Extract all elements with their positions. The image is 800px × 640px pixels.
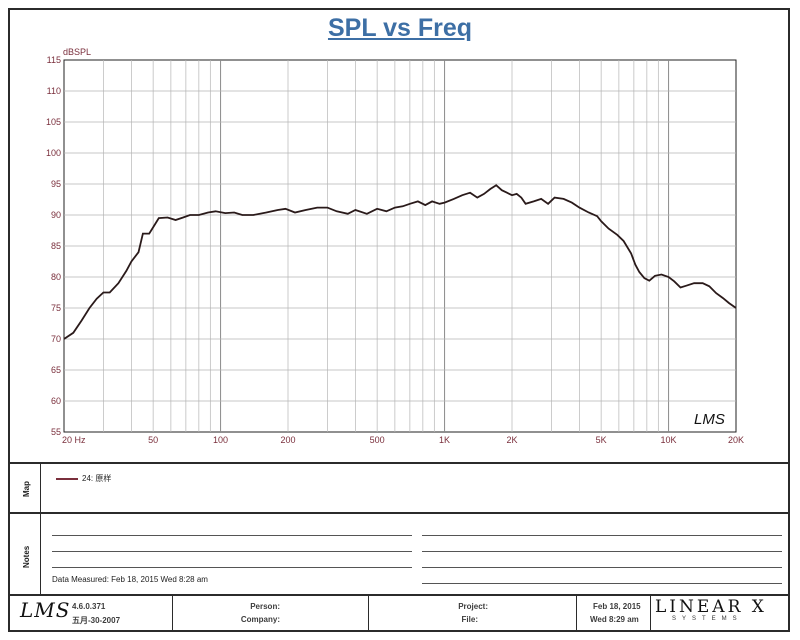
company-label: Company: [240, 615, 280, 624]
x-tick-label: 1K [439, 435, 450, 445]
x-tick-label: 5K [596, 435, 607, 445]
x-tick-label: 10K [661, 435, 677, 445]
spl-chart: 115 110 105 100 95 90 85 80 75 70 65 60 55 20 Hz 50 10… [46, 47, 744, 445]
lms-watermark: LMS [694, 411, 725, 428]
y-tick-label: 115 [47, 55, 61, 65]
chart-title: SPL vs Freq [327, 14, 473, 42]
note-line [52, 567, 412, 568]
x-tick-label: 500 [370, 435, 385, 445]
linearx-logo: LINEAR X [655, 597, 767, 617]
map-panel-rule [40, 464, 41, 512]
footer-time: Wed 8:29 am [590, 615, 639, 624]
build-date: 五月-30-2007 [72, 616, 121, 625]
divider-footer-top [8, 594, 790, 596]
notes-label: Notes [22, 545, 31, 568]
y-tick-label: 60 [51, 396, 61, 406]
project-label: Project: [458, 602, 488, 611]
y-tick-label: 70 [51, 334, 61, 344]
y-tick-label: 105 [46, 117, 61, 127]
footer-separator [172, 596, 173, 632]
y-tick-labels: 115 110 105 100 95 90 85 80 75 70 65 60 55 [46, 55, 61, 437]
y-tick-label: 95 [51, 179, 61, 189]
footer-separator [576, 596, 577, 632]
y-tick-label: 90 [51, 210, 61, 220]
note-line [52, 535, 412, 536]
note-line [422, 551, 782, 552]
x-tick-label: 20 Hz [62, 435, 86, 445]
legend-swatch [56, 478, 78, 480]
x-tick-labels: 20 Hz 50 100 200 500 1K 2K 5K 10K 20K [62, 435, 744, 445]
y-tick-label: 55 [51, 427, 61, 437]
map-label: Map [22, 481, 31, 497]
data-measured: Data Measured: Feb 18, 2015 Wed 8:28 am [52, 575, 208, 584]
y-axis-unit: dBSPL [63, 47, 91, 57]
y-tick-label: 65 [51, 365, 61, 375]
x-tick-label: 2K [506, 435, 517, 445]
notes-panel-rule [40, 514, 41, 594]
person-label: Person: [250, 602, 280, 611]
x-tick-label: 20K [728, 435, 744, 445]
note-line [422, 583, 782, 584]
footer-separator [650, 596, 651, 632]
series-line [63, 184, 737, 340]
y-tick-label: 80 [51, 272, 61, 282]
x-tick-label: 50 [148, 435, 158, 445]
footer-separator [368, 596, 369, 632]
y-tick-label: 100 [46, 148, 61, 158]
divider-map-top [8, 462, 790, 464]
x-tick-label: 100 [213, 435, 228, 445]
note-line [422, 535, 782, 536]
file-label: File: [461, 615, 478, 624]
y-tick-label: 110 [47, 86, 61, 96]
grid-horizontal [64, 90, 736, 402]
y-tick-label: 75 [51, 303, 61, 313]
lms-logo: LMS [20, 598, 71, 622]
legend-entry: 24: 原样 [82, 474, 112, 483]
note-line [52, 551, 412, 552]
version: 4.6.0.371 [72, 602, 106, 611]
y-tick-label: 85 [51, 241, 61, 251]
footer-date: Feb 18, 2015 [593, 602, 641, 611]
divider-notes-top [8, 512, 790, 514]
note-line [422, 567, 782, 568]
linearx-subtitle: SYSTEMS [672, 616, 743, 622]
x-tick-label: 200 [280, 435, 295, 445]
